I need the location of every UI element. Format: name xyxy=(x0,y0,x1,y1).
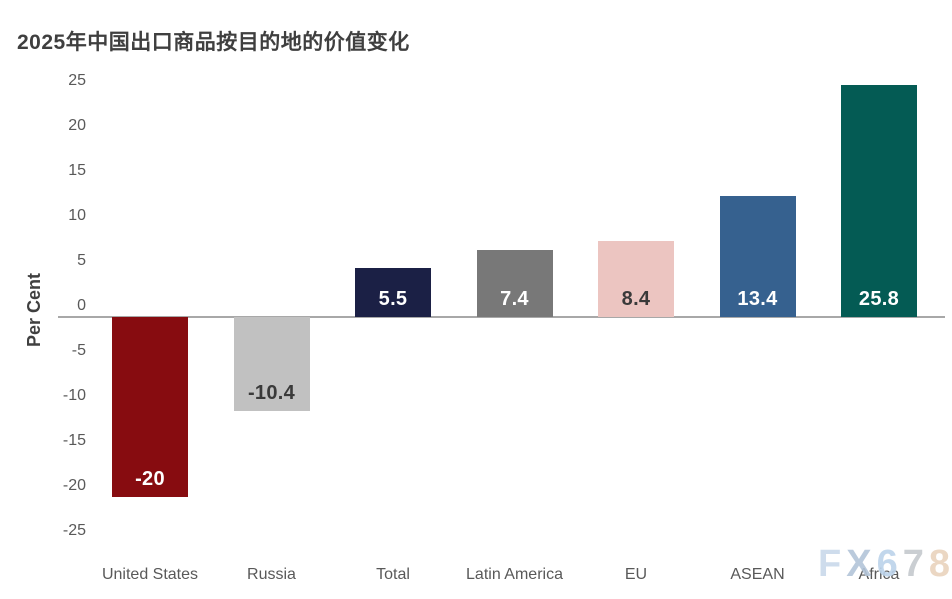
zero-axis-line xyxy=(58,316,945,318)
bar-value-label: 25.8 xyxy=(858,287,900,310)
bar-value-label: 7.4 xyxy=(500,287,529,310)
bar-value-label: 8.4 xyxy=(621,287,651,310)
y-tick-label: -20 xyxy=(62,477,86,494)
y-tick-label: -10 xyxy=(62,387,86,404)
category-label-united-states: United States xyxy=(101,566,199,583)
bar-value-label: -10.4 xyxy=(247,381,296,404)
bar-value-label: -20 xyxy=(135,468,165,490)
y-tick-label: 0 xyxy=(77,297,86,314)
bar-united-states: -20 xyxy=(112,317,188,497)
y-tick-label: 5 xyxy=(77,252,86,269)
category-label-eu: EU xyxy=(624,566,648,583)
category-label-africa: Africa xyxy=(858,566,900,583)
category-label-total: Total xyxy=(376,566,410,583)
bar-latin-america: 7.4 xyxy=(476,250,553,317)
y-tick-label: -25 xyxy=(62,522,86,539)
y-tick-label: 20 xyxy=(68,117,86,134)
y-tick-label: 10 xyxy=(68,207,86,224)
chart-title: 2025年中国出口商品按目的地的价值变化 xyxy=(17,31,410,54)
y-tick-label: 25 xyxy=(68,72,86,89)
bar-total: 5.5 xyxy=(355,267,431,317)
category-label-latin-america: Latin America xyxy=(466,566,563,583)
bar-value-label: 5.5 xyxy=(378,288,408,310)
bar-africa: 25.8 xyxy=(841,84,917,317)
bar-russia: -10.4 xyxy=(233,317,310,411)
bar-eu: 8.4 xyxy=(598,241,674,317)
y-tick-label: -5 xyxy=(71,342,86,359)
y-tick-label: -15 xyxy=(62,432,86,449)
bar-value-label: 13.4 xyxy=(737,287,778,310)
bar-asean: 13.4 xyxy=(719,196,796,317)
category-label-russia: Russia xyxy=(247,566,296,583)
y-tick-label: 15 xyxy=(68,162,86,179)
category-label-asean: ASEAN xyxy=(730,566,785,583)
